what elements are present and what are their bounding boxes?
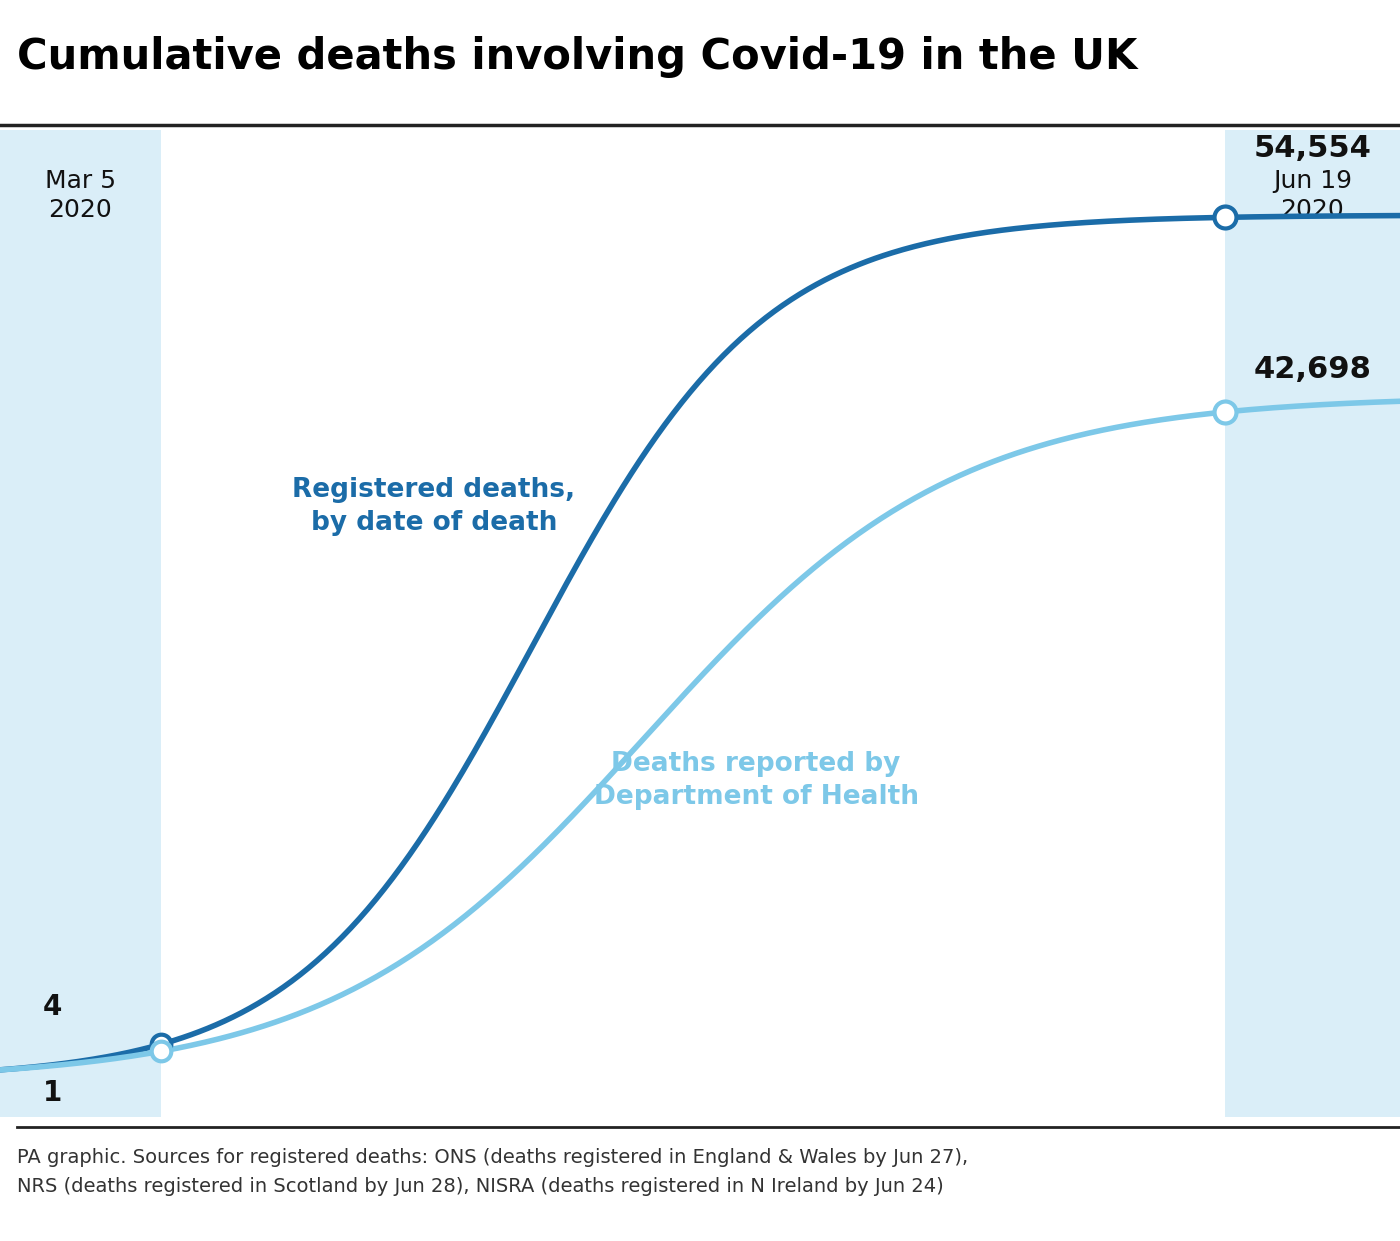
Text: 42,698: 42,698 (1253, 355, 1372, 383)
Bar (1225, 130, 1400, 1117)
Text: Registered deaths,
by date of death: Registered deaths, by date of death (293, 477, 575, 536)
Text: Jun 19
2020: Jun 19 2020 (1273, 170, 1352, 222)
Text: 54,554: 54,554 (1253, 134, 1372, 163)
Text: Mar 5
2020: Mar 5 2020 (45, 170, 116, 222)
Point (150, 1041, 172, 1061)
Point (1214, 402, 1236, 422)
Text: PA graphic. Sources for registered deaths: ONS (deaths registered in England & W: PA graphic. Sources for registered death… (17, 1148, 967, 1195)
Text: 4: 4 (43, 993, 62, 1021)
Bar (0, 130, 161, 1117)
Point (150, 1035, 172, 1055)
Point (1214, 207, 1236, 227)
Text: 1: 1 (43, 1080, 62, 1107)
Text: Cumulative deaths involving Covid-19 in the UK: Cumulative deaths involving Covid-19 in … (17, 36, 1137, 78)
Text: Deaths reported by
Department of Health: Deaths reported by Department of Health (594, 751, 918, 809)
